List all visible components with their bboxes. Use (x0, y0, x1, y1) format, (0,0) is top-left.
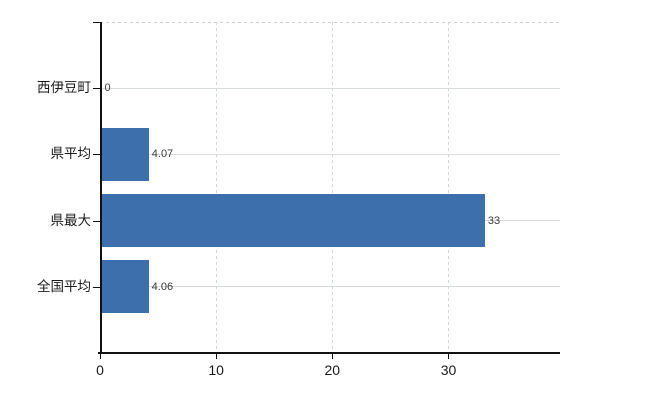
x-axis-tick-label: 0 (96, 362, 104, 378)
bar-value-label: 0 (104, 82, 111, 95)
bar (101, 260, 149, 314)
horizontal-gridline (100, 286, 560, 288)
category-tick-mark (93, 88, 100, 90)
y-axis-top-tick-mark (93, 22, 100, 23)
vertical-gridline (448, 22, 450, 353)
x-axis-tick-mark (100, 353, 101, 359)
x-axis-line (98, 352, 560, 354)
category-label: 県平均 (50, 146, 92, 162)
plot-area: 0 4.07 33 4.06 (100, 22, 560, 353)
bar-value-label: 33 (487, 214, 501, 227)
x-axis-tick-label: 10 (208, 362, 224, 378)
x-axis-tick-mark (216, 353, 218, 359)
y-axis-line (100, 22, 102, 353)
category-tick-mark (93, 286, 100, 288)
bar-value-label: 4.06 (151, 280, 174, 293)
horizontal-gridline (100, 87, 560, 89)
bar-value-label: 4.07 (151, 148, 174, 161)
category-label: 全国平均 (37, 278, 91, 294)
bar (101, 127, 149, 181)
category-label: 県最大 (50, 212, 92, 228)
x-axis-tick-mark (448, 353, 450, 359)
horizontal-gridline (100, 153, 560, 155)
x-axis-tick-label: 20 (324, 362, 341, 378)
x-axis-tick-label: 30 (440, 362, 457, 378)
category-label: 西伊豆町 (37, 80, 91, 96)
vertical-gridline (216, 22, 218, 353)
bar (101, 194, 485, 248)
category-tick-mark (93, 154, 100, 156)
plot-top-border (100, 22, 560, 23)
vertical-gridline (332, 22, 334, 353)
x-axis-tick-mark (332, 353, 334, 359)
category-tick-mark (93, 220, 100, 222)
